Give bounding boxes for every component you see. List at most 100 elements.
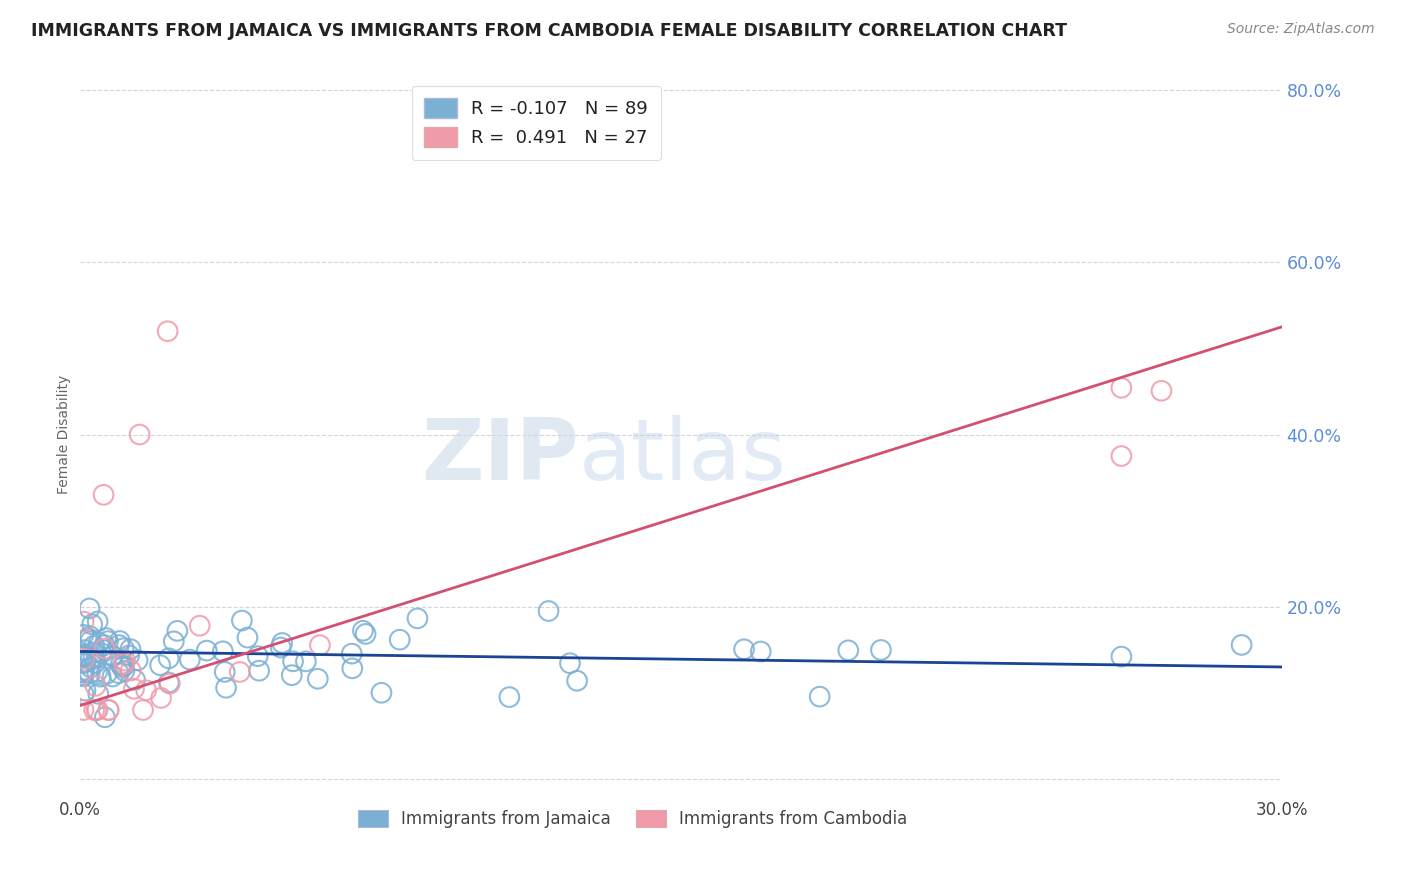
Point [215, 681, 238, 695]
Point [1111, 381, 1133, 395]
Point [1150, 384, 1173, 398]
Point [79, 634, 101, 648]
Point [87, 687, 110, 701]
Point [77, 632, 100, 646]
Point [101, 669, 124, 683]
Point [84, 645, 107, 659]
Point [94, 643, 117, 657]
Y-axis label: Female Disability: Female Disability [58, 375, 72, 494]
Point [72, 663, 94, 677]
Point [86, 665, 108, 679]
Point [72, 703, 94, 717]
Point [112, 659, 135, 673]
Point [80, 660, 103, 674]
Point [79, 629, 101, 643]
Point [124, 673, 146, 687]
Point [870, 643, 893, 657]
Point [537, 604, 560, 618]
Point [82, 650, 104, 665]
Text: Source: ZipAtlas.com: Source: ZipAtlas.com [1227, 22, 1375, 37]
Point [1111, 649, 1133, 664]
Point [149, 658, 172, 673]
Point [97, 703, 120, 717]
Point [97, 634, 120, 648]
Point [388, 632, 411, 647]
Point [195, 643, 218, 657]
Point [72, 628, 94, 642]
Point [118, 648, 141, 663]
Point [150, 690, 173, 705]
Point [309, 638, 332, 652]
Point [558, 656, 581, 670]
Point [97, 703, 120, 717]
Point [114, 664, 136, 678]
Point [128, 427, 150, 442]
Point [229, 665, 252, 679]
Point [93, 638, 115, 652]
Point [122, 681, 145, 696]
Text: ZIP: ZIP [420, 415, 578, 498]
Point [72, 648, 94, 663]
Point [90, 646, 112, 660]
Point [120, 664, 142, 678]
Point [231, 614, 253, 628]
Point [111, 660, 134, 674]
Text: IMMIGRANTS FROM JAMAICA VS IMMIGRANTS FROM CAMBODIA FEMALE DISABILITY CORRELATIO: IMMIGRANTS FROM JAMAICA VS IMMIGRANTS FR… [31, 22, 1067, 40]
Point [101, 648, 124, 663]
Point [281, 654, 304, 668]
Point [188, 618, 211, 632]
Point [84, 656, 107, 670]
Point [837, 643, 859, 657]
Point [84, 679, 107, 693]
Point [79, 666, 101, 681]
Point [565, 673, 588, 688]
Point [307, 672, 329, 686]
Point [90, 670, 112, 684]
Point [86, 703, 108, 717]
Text: atlas: atlas [578, 415, 786, 498]
Point [73, 643, 96, 657]
Point [79, 601, 101, 615]
Point [75, 655, 97, 669]
Point [498, 690, 520, 704]
Point [733, 642, 755, 657]
Point [93, 488, 115, 502]
Point [86, 703, 108, 717]
Point [94, 710, 117, 724]
Point [247, 664, 270, 678]
Point [340, 647, 363, 661]
Point [281, 668, 304, 682]
Point [370, 686, 392, 700]
Point [72, 615, 94, 629]
Point [352, 624, 374, 638]
Point [101, 649, 124, 664]
Legend: Immigrants from Jamaica, Immigrants from Cambodia: Immigrants from Jamaica, Immigrants from… [352, 804, 914, 835]
Point [120, 642, 142, 657]
Point [157, 651, 180, 665]
Point [75, 683, 97, 698]
Point [114, 653, 136, 667]
Point [72, 669, 94, 683]
Point [108, 638, 131, 652]
Point [135, 683, 157, 698]
Point [166, 624, 188, 638]
Point [159, 676, 181, 690]
Point [110, 657, 132, 672]
Point [211, 644, 233, 658]
Point [83, 639, 105, 653]
Point [808, 690, 831, 704]
Point [72, 687, 94, 701]
Point [236, 631, 259, 645]
Point [72, 649, 94, 664]
Point [342, 661, 364, 675]
Point [406, 611, 429, 625]
Point [73, 665, 96, 680]
Point [72, 656, 94, 670]
Point [96, 666, 118, 681]
Point [93, 641, 115, 656]
Point [82, 617, 104, 632]
Point [179, 652, 201, 666]
Point [354, 627, 377, 641]
Point [79, 652, 101, 666]
Point [96, 631, 118, 645]
